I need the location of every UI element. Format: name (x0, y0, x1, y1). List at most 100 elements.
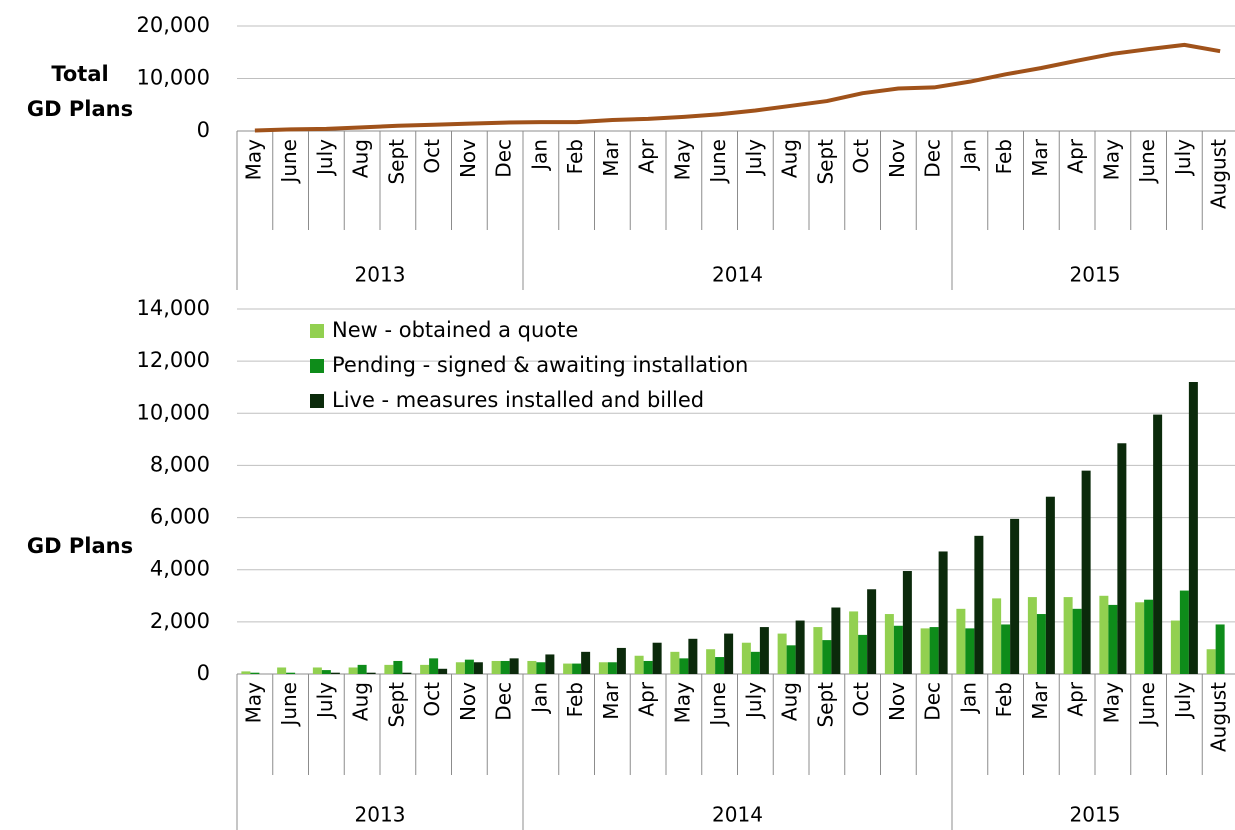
x-tick-label: Mar (1028, 681, 1052, 720)
bar (706, 649, 716, 674)
bar (277, 667, 287, 674)
bar (420, 664, 430, 674)
x-tick-label: Mar (1028, 138, 1052, 177)
x-tick-label: Feb (563, 139, 587, 174)
bar (1099, 595, 1109, 674)
x-tick-label: July (1171, 139, 1195, 177)
x-tick-label: Oct (849, 139, 873, 174)
x-tick-label: Apr (1064, 138, 1088, 173)
bar (670, 651, 680, 674)
bar (858, 634, 868, 674)
bar (1027, 597, 1037, 674)
bar (1153, 414, 1163, 674)
bar (822, 640, 832, 674)
bar (1170, 620, 1180, 674)
y-tick-label: 6,000 (150, 505, 210, 529)
bar (715, 657, 725, 674)
x-tick-label: Nov (456, 139, 480, 178)
y-tick-label: 10,000 (137, 66, 210, 90)
x-tick-label: Sept (813, 682, 837, 728)
x-tick-label: Apr (635, 138, 659, 173)
bar (1072, 608, 1082, 674)
bar (795, 620, 805, 674)
y-axis-label: GD Plans (27, 97, 133, 121)
y-tick-label: 12,000 (137, 348, 210, 372)
bar (581, 651, 591, 674)
y-tick-label: 4,000 (150, 557, 210, 581)
x-group-label: 2015 (1070, 263, 1121, 287)
legend-label: Pending - signed & awaiting installation (332, 353, 748, 377)
bar (393, 660, 403, 674)
x-tick-label: Apr (635, 681, 659, 716)
bar (607, 662, 617, 674)
x-tick-label: Oct (849, 682, 873, 717)
bar (920, 628, 930, 674)
bar (884, 614, 894, 674)
bar (1036, 614, 1046, 674)
x-tick-label: Sept (384, 682, 408, 728)
bar (616, 647, 626, 674)
bar (786, 645, 796, 674)
x-tick-label: Jan (956, 682, 980, 715)
bar (1045, 496, 1055, 674)
bar (572, 663, 582, 674)
x-tick-label: May (1099, 139, 1123, 181)
bar (286, 672, 296, 674)
x-tick-label: Jan (527, 682, 551, 715)
x-tick-label: Nov (885, 139, 909, 178)
y-tick-label: 10,000 (137, 400, 210, 424)
x-tick-label: May (1099, 682, 1123, 724)
y-tick-label: 0 (197, 661, 210, 685)
x-tick-label: August (1207, 139, 1231, 209)
bar (366, 672, 376, 674)
bar (741, 642, 751, 674)
bar (563, 663, 573, 674)
bar (929, 627, 939, 674)
bar (1081, 470, 1091, 674)
legend-swatch (310, 359, 324, 373)
bar (473, 662, 483, 674)
x-tick-label: Sept (813, 139, 837, 185)
bar (688, 638, 698, 674)
bar (429, 658, 439, 674)
bar (464, 659, 474, 674)
bar (250, 672, 260, 674)
x-group-label: 2014 (712, 263, 763, 287)
legend-label: Live - measures installed and billed (332, 388, 704, 412)
bar (1108, 604, 1118, 674)
x-tick-label: May (670, 139, 694, 181)
legend-swatch (310, 324, 324, 338)
x-tick-label: Oct (420, 139, 444, 174)
bar (598, 662, 608, 674)
x-tick-label: July (742, 139, 766, 177)
x-tick-label: Aug (778, 139, 802, 178)
y-tick-label: 14,000 (137, 296, 210, 320)
x-tick-label: Aug (349, 139, 373, 178)
bar (500, 660, 510, 674)
x-tick-label: July (313, 139, 337, 177)
y-tick-label: 2,000 (150, 609, 210, 633)
y-axis-label: Total (51, 62, 108, 86)
bar (867, 589, 877, 674)
x-tick-label: June (277, 682, 301, 728)
bar (438, 668, 448, 674)
bar (241, 671, 251, 674)
y-tick-label: 20,000 (137, 13, 210, 37)
y-tick-label: 8,000 (150, 452, 210, 476)
bar (402, 672, 412, 674)
x-tick-label: Dec (921, 139, 945, 178)
bar (357, 664, 367, 674)
bar (643, 660, 653, 674)
bar (1010, 518, 1020, 674)
bar (992, 598, 1002, 674)
bar (956, 608, 966, 674)
bar (831, 607, 841, 674)
bar (974, 535, 984, 674)
x-tick-label: June (706, 682, 730, 728)
bar (724, 633, 734, 674)
bar (759, 627, 769, 674)
bar (849, 611, 859, 674)
x-tick-label: Dec (492, 682, 516, 721)
x-tick-label: Dec (921, 682, 945, 721)
